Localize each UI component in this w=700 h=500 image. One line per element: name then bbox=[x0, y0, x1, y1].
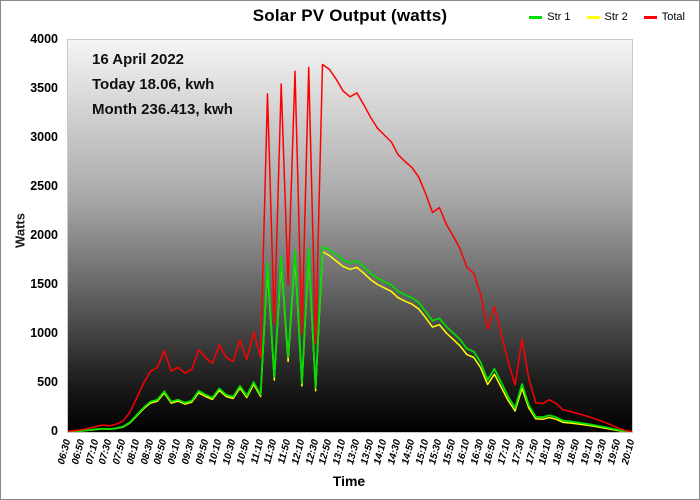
legend-label: Str 2 bbox=[604, 11, 628, 23]
legend-label: Total bbox=[661, 11, 685, 23]
y-tick-label: 2500 bbox=[30, 179, 58, 193]
legend-item-total: Total bbox=[643, 11, 685, 23]
annotation-month-kwh: Month 236.413, kwh bbox=[92, 101, 233, 118]
legend-label: Str 1 bbox=[547, 11, 571, 23]
y-tick-label: 2000 bbox=[30, 228, 58, 242]
annotation: 16 April 2022 Today 18.06, kwh Month 236… bbox=[92, 47, 233, 122]
y-tick-label: 4000 bbox=[30, 32, 58, 46]
annotation-today-kwh: Today 18.06, kwh bbox=[92, 76, 215, 93]
plot-area: 16 April 2022 Today 18.06, kwh Month 236… bbox=[67, 39, 633, 433]
series-line-str-1 bbox=[68, 245, 632, 432]
legend-item-str-2: Str 2 bbox=[586, 11, 628, 23]
legend-dash-icon bbox=[643, 15, 657, 19]
y-tick-label: 1500 bbox=[30, 277, 58, 291]
x-axis-title: Time bbox=[332, 473, 366, 489]
legend-item-str-1: Str 1 bbox=[529, 11, 571, 23]
legend-dash-icon bbox=[529, 15, 543, 19]
series-line-total bbox=[68, 63, 632, 432]
y-tick-label: 3000 bbox=[30, 130, 58, 144]
y-tick-label: 1000 bbox=[30, 326, 58, 340]
legend-dash-icon bbox=[586, 15, 600, 19]
legend: Str 1 Str 2 Total bbox=[529, 11, 685, 23]
y-tick-label: 500 bbox=[37, 375, 58, 389]
y-tick-label: 3500 bbox=[30, 81, 58, 95]
series-line-str-2 bbox=[68, 250, 632, 432]
data-lines-canvas bbox=[68, 63, 632, 432]
y-tick-label: 0 bbox=[51, 424, 58, 438]
annotation-date: 16 April 2022 bbox=[92, 51, 184, 68]
chart-title: Solar PV Output (watts) bbox=[252, 6, 448, 25]
